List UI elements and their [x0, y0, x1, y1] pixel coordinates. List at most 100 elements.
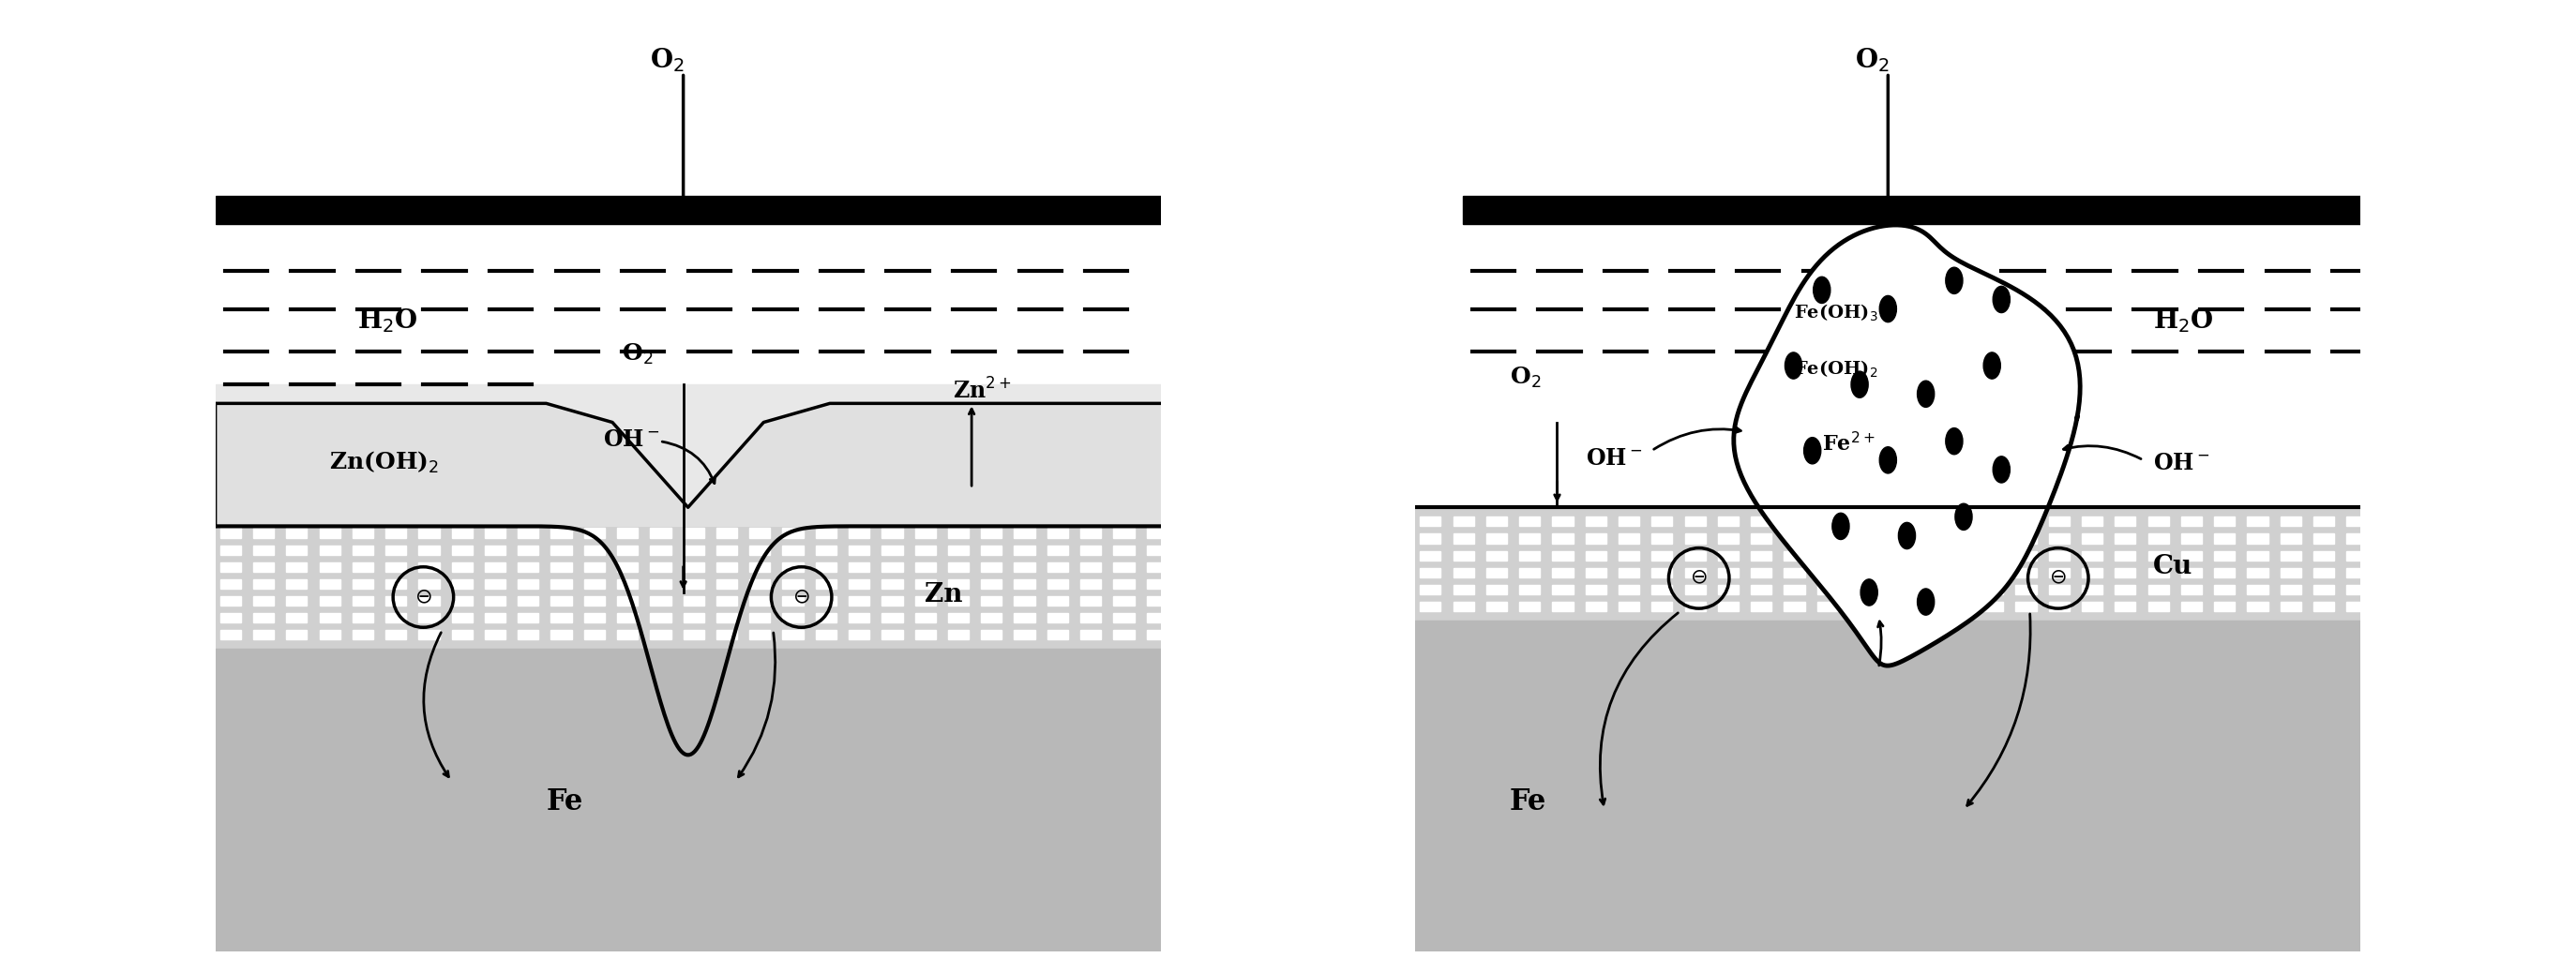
- Bar: [2347, 568, 2367, 578]
- Bar: [1816, 584, 1837, 594]
- Bar: [1618, 568, 1638, 578]
- Bar: [1015, 613, 1036, 623]
- Bar: [2347, 516, 2367, 526]
- Bar: [2313, 551, 2334, 560]
- Bar: [386, 596, 407, 605]
- Bar: [1463, 195, 2360, 224]
- Bar: [618, 596, 639, 605]
- Bar: [2246, 584, 2267, 594]
- Bar: [716, 545, 737, 555]
- Bar: [286, 613, 307, 623]
- Ellipse shape: [1917, 588, 1935, 615]
- Bar: [417, 562, 440, 572]
- Ellipse shape: [1984, 353, 2002, 378]
- Bar: [1950, 551, 1971, 560]
- Ellipse shape: [1880, 446, 1896, 473]
- Bar: [817, 630, 837, 640]
- Bar: [386, 580, 407, 588]
- Bar: [981, 562, 1002, 572]
- Ellipse shape: [1917, 380, 1935, 407]
- Bar: [2081, 551, 2102, 560]
- Bar: [881, 596, 902, 605]
- Bar: [585, 545, 605, 555]
- Bar: [750, 596, 770, 605]
- Bar: [848, 545, 871, 555]
- Bar: [1785, 602, 1806, 611]
- Bar: [551, 545, 572, 555]
- Text: Zn: Zn: [925, 582, 963, 607]
- Bar: [881, 580, 902, 588]
- Bar: [1584, 584, 1607, 594]
- Bar: [1718, 551, 1739, 560]
- Bar: [1984, 534, 2004, 543]
- Bar: [286, 580, 307, 588]
- Bar: [2148, 516, 2169, 526]
- Bar: [484, 596, 505, 605]
- Bar: [2014, 551, 2038, 560]
- Bar: [2246, 534, 2267, 543]
- Bar: [2148, 551, 2169, 560]
- Bar: [1079, 630, 1100, 640]
- Text: Fe: Fe: [1510, 787, 1546, 816]
- Bar: [2048, 568, 2069, 578]
- Ellipse shape: [1814, 277, 1832, 304]
- Bar: [618, 528, 639, 537]
- Bar: [417, 545, 440, 555]
- Bar: [585, 596, 605, 605]
- Bar: [2182, 534, 2202, 543]
- Bar: [1850, 584, 1870, 594]
- Bar: [1453, 584, 1473, 594]
- Bar: [817, 596, 837, 605]
- Ellipse shape: [1945, 428, 1963, 454]
- Bar: [1146, 580, 1167, 588]
- Bar: [451, 528, 471, 537]
- Bar: [2048, 584, 2069, 594]
- Bar: [252, 630, 273, 640]
- Bar: [216, 7, 1162, 403]
- Bar: [1752, 551, 1772, 560]
- Bar: [1453, 602, 1473, 611]
- Bar: [1048, 562, 1069, 572]
- Bar: [1816, 568, 1837, 578]
- Bar: [286, 596, 307, 605]
- Bar: [1618, 516, 1638, 526]
- Bar: [1850, 568, 1870, 578]
- Bar: [1752, 584, 1772, 594]
- Bar: [716, 562, 737, 572]
- Bar: [783, 596, 804, 605]
- Bar: [2246, 551, 2267, 560]
- Bar: [1883, 602, 1904, 611]
- Bar: [1718, 516, 1739, 526]
- Bar: [2313, 516, 2334, 526]
- Bar: [1113, 528, 1133, 537]
- Bar: [551, 613, 572, 623]
- Bar: [1079, 596, 1100, 605]
- Bar: [518, 580, 538, 588]
- Bar: [2182, 602, 2202, 611]
- Bar: [1850, 551, 1870, 560]
- Bar: [1146, 562, 1167, 572]
- Bar: [1419, 551, 1440, 560]
- Ellipse shape: [1852, 372, 1868, 398]
- Text: O$_2$: O$_2$: [1510, 366, 1540, 390]
- Bar: [683, 613, 703, 623]
- Bar: [2014, 602, 2038, 611]
- Bar: [2115, 516, 2136, 526]
- Bar: [451, 630, 471, 640]
- Bar: [1584, 551, 1607, 560]
- Bar: [417, 528, 440, 537]
- Bar: [1984, 568, 2004, 578]
- Ellipse shape: [1860, 580, 1878, 605]
- Bar: [1584, 516, 1607, 526]
- Bar: [881, 528, 902, 537]
- Bar: [1917, 584, 1937, 594]
- Bar: [1015, 562, 1036, 572]
- Bar: [716, 580, 737, 588]
- Bar: [1917, 602, 1937, 611]
- Text: H$_2$O: H$_2$O: [2154, 307, 2213, 334]
- Bar: [2048, 534, 2069, 543]
- Bar: [2081, 602, 2102, 611]
- Bar: [2347, 551, 2367, 560]
- Bar: [683, 596, 703, 605]
- Bar: [286, 630, 307, 640]
